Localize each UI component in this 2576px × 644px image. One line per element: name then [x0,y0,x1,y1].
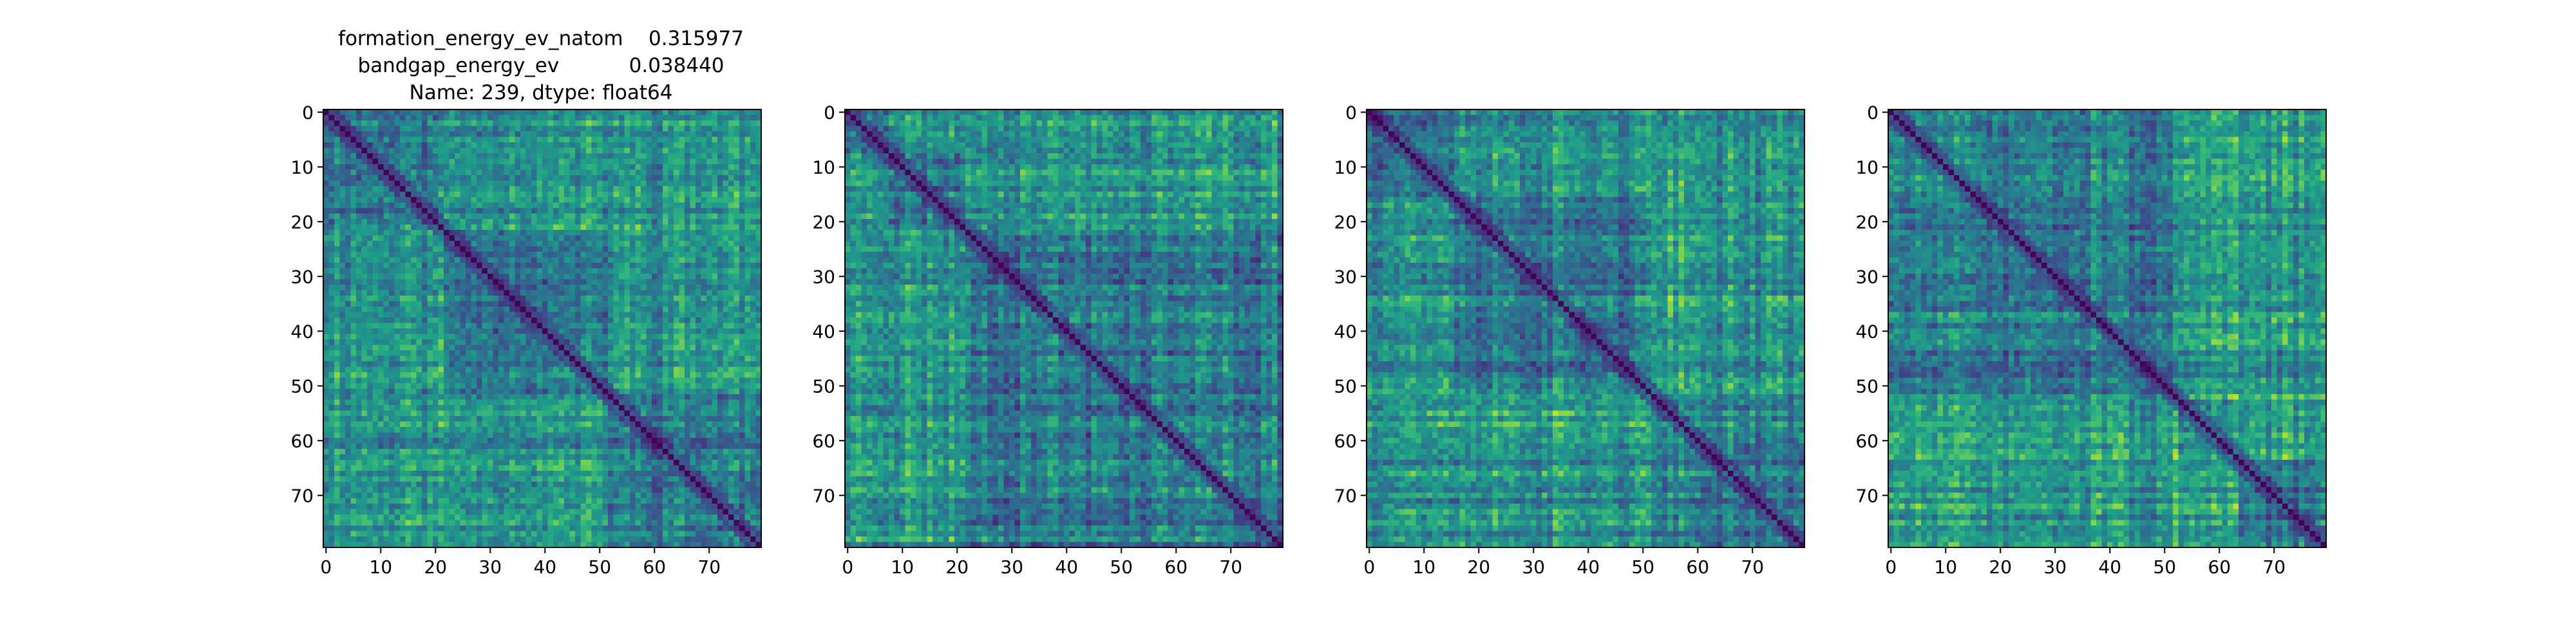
x-tick-label: 30 [1000,556,1023,578]
x-tick-label: 10 [1412,556,1435,578]
y-tick-label: 10 [1334,156,1357,178]
y-tick-label: 60 [1855,430,1879,451]
x-tick-label: 20 [1467,556,1490,578]
x-tick-label: 60 [2208,556,2231,578]
heatmap-panel-2: 0 10 20 30 40 50 60 70 0 10 20 30 40 50 60 70 [812,102,1283,578]
y-tick-label: 0 [1867,102,1879,123]
y-tick-label: 0 [302,102,314,123]
y-tick-label: 20 [290,211,314,232]
y-tick-label: 60 [290,430,314,451]
y-tick-label: 20 [812,211,835,232]
heatmap-cells [1367,109,1804,547]
y-tick-label: 70 [1334,485,1357,506]
y-tick-label: 0 [824,102,835,123]
x-tick-label: 0 [842,556,853,578]
x-tick-label: 50 [1110,556,1133,578]
heatmap-panel-1: 0 10 20 30 40 50 60 70 0 10 20 30 40 50 60 70 [290,102,761,578]
heatmap-cells [1888,109,2326,547]
y-tick-label: 70 [1855,485,1879,506]
y-tick-label: 60 [1334,430,1357,451]
x-tick-label: 60 [1686,556,1709,578]
x-tick-label: 70 [1219,556,1242,578]
x-tick-label: 50 [1631,556,1654,578]
heatmap-cells [323,109,761,547]
y-tick-label: 30 [812,266,835,287]
y-tick-label: 20 [1855,211,1879,232]
x-tick-label: 50 [588,556,611,578]
y-tick-label: 40 [1334,321,1357,342]
title-line-formation-energy: formation_energy_ev_natom 0.315977 [338,27,744,50]
x-tick-label: 10 [369,556,392,578]
x-tick-label: 70 [2262,556,2286,578]
y-tick-label: 30 [1855,266,1879,287]
y-tick-label: 70 [812,485,835,506]
y-tick-label: 20 [1334,211,1357,232]
x-tick-label: 60 [643,556,666,578]
x-tick-label: 40 [1577,556,1600,578]
y-tick-label: 30 [290,266,314,287]
y-tick-label: 50 [1334,375,1357,397]
x-tick-label: 40 [1055,556,1078,578]
x-tick-label: 40 [2098,556,2121,578]
heatmap-panel-3: 0 10 20 30 40 50 60 70 0 10 20 30 40 50 60 70 [1334,102,1804,578]
title-line-bandgap-energy: bandgap_energy_ev 0.038440 [357,54,724,77]
heatmap-cells [845,109,1283,547]
x-tick-label: 20 [945,556,969,578]
y-tick-label: 50 [812,375,835,397]
y-tick-label: 70 [290,485,314,506]
y-tick-label: 30 [1334,266,1357,287]
y-tick-label: 50 [1855,375,1879,397]
y-tick-label: 40 [290,321,314,342]
y-tick-label: 50 [290,375,314,397]
title-line-name-dtype: Name: 239, dtype: float64 [410,81,673,104]
y-tick-label: 60 [812,430,835,451]
x-tick-label: 0 [320,556,332,578]
x-tick-label: 0 [1363,556,1375,578]
x-tick-label: 50 [2153,556,2176,578]
x-tick-label: 40 [533,556,556,578]
x-tick-label: 60 [1164,556,1188,578]
heatmap-panel-4: 0 10 20 30 40 50 60 70 0 10 20 30 40 50 60 70 [1855,102,2326,578]
x-tick-label: 20 [1989,556,2012,578]
x-tick-label: 30 [1522,556,1545,578]
y-tick-label: 0 [1345,102,1357,123]
y-tick-label: 10 [812,156,835,178]
y-tick-label: 10 [1855,156,1879,178]
x-tick-label: 20 [424,556,447,578]
x-tick-label: 0 [1885,556,1897,578]
x-tick-label: 70 [697,556,721,578]
y-tick-label: 40 [1855,321,1879,342]
y-tick-label: 40 [812,321,835,342]
x-tick-label: 30 [2043,556,2067,578]
x-tick-label: 30 [478,556,502,578]
x-tick-label: 10 [1934,556,1957,578]
y-tick-label: 10 [290,156,314,178]
x-tick-label: 10 [891,556,914,578]
x-tick-label: 70 [1741,556,1764,578]
